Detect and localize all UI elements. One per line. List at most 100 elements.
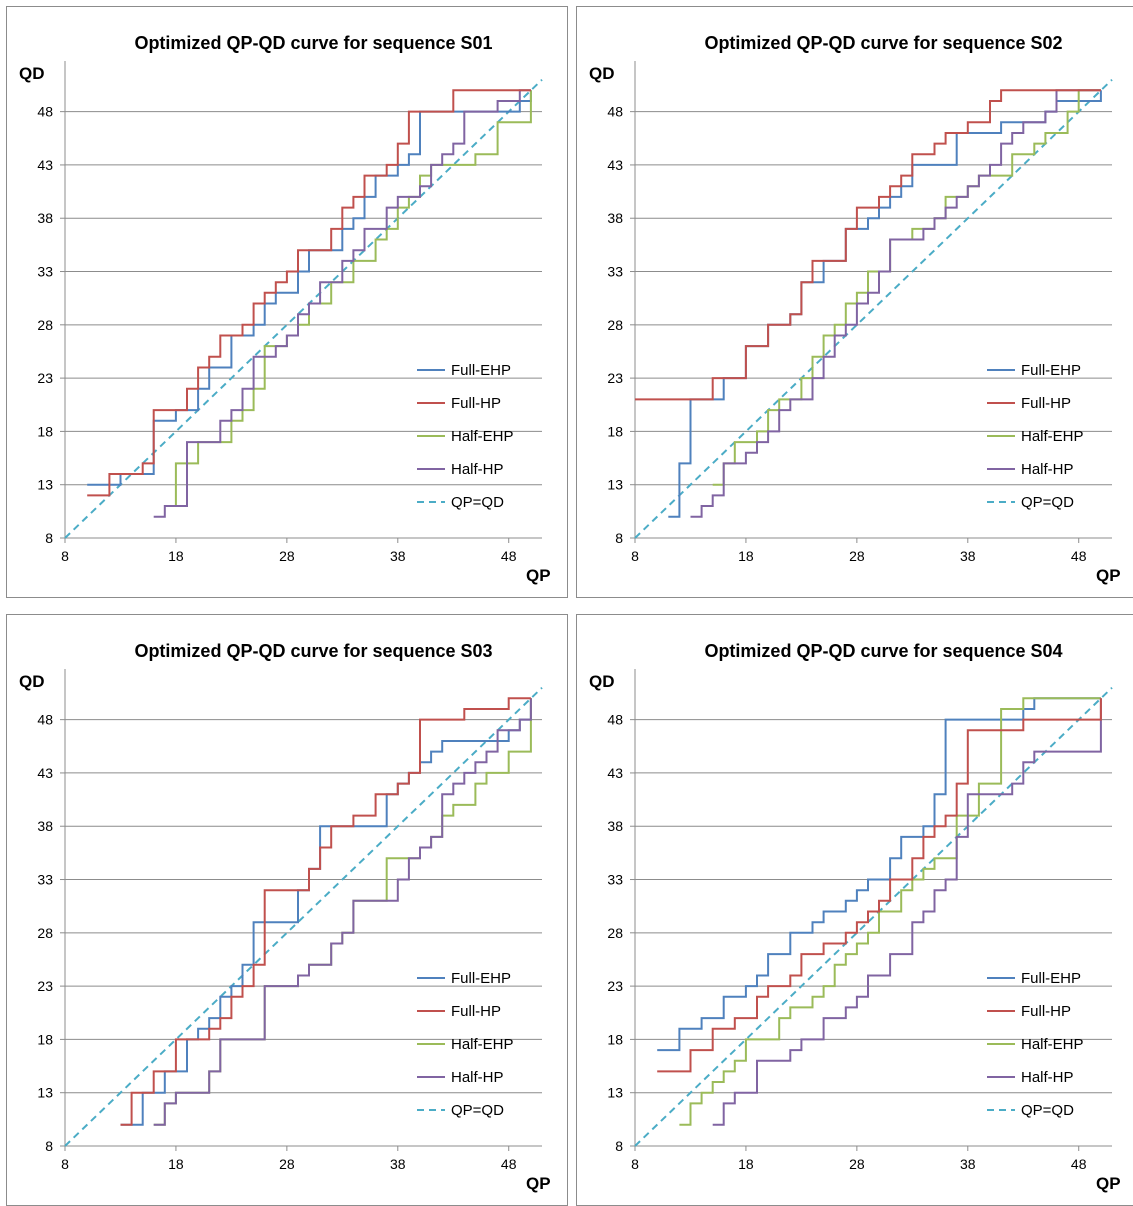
x-tick-label: 38	[960, 548, 976, 564]
y-tick-label: 43	[607, 157, 623, 173]
x-tick-label: 8	[61, 548, 69, 564]
legend: Full-EHP Full-HP Half-EHP Half-HP QP=QD	[987, 970, 1084, 1119]
y-tick-label: 18	[607, 423, 623, 439]
x-tick-label: 8	[631, 548, 639, 564]
y-tick-label: 13	[607, 477, 623, 493]
y-tick-label: 28	[607, 317, 623, 333]
x-tick-label: 18	[168, 548, 184, 564]
legend-label-full-ehp: Full-EHP	[451, 362, 511, 379]
y-tick-label: 23	[37, 370, 53, 386]
y-tick-label: 28	[37, 925, 53, 941]
legend-label-half-ehp: Half-EHP	[1021, 428, 1084, 445]
series-line-full-ehp	[120, 698, 532, 1126]
chart-s04: Optimized QP-QD curve for sequence S04 8 1…	[589, 641, 1121, 1193]
series-line-full-ehp	[668, 90, 1102, 518]
y-tick-label: 38	[37, 210, 53, 226]
chart-panel-s04: Optimized QP-QD curve for sequence S04 8 1…	[576, 614, 1133, 1206]
series-line-half-ehp	[712, 89, 1101, 486]
y-axis-title: QD	[19, 64, 45, 83]
y-tick-label: 8	[615, 1138, 623, 1154]
y-tick-label: 28	[607, 925, 623, 941]
legend: Full-EHP Full-HP Half-EHP Half-HP QP=QD	[417, 362, 514, 511]
x-tick-label: 38	[390, 1156, 406, 1172]
series-line-qp-qd	[64, 78, 543, 539]
y-tick-label: 18	[37, 423, 53, 439]
legend-label-half-hp: Half-HP	[451, 1069, 504, 1086]
legend: Full-EHP Full-HP Half-EHP Half-HP QP=QD	[987, 362, 1084, 511]
y-tick-label: 38	[607, 818, 623, 834]
y-tick-label: 48	[37, 104, 53, 120]
x-tick-label: 38	[390, 548, 406, 564]
legend-label-full-hp: Full-HP	[451, 395, 501, 412]
legend-label-full-ehp: Full-EHP	[1021, 362, 1081, 379]
x-tick-label: 38	[960, 1156, 976, 1172]
chart-title: Optimized QP-QD curve for sequence S04	[704, 641, 1062, 661]
chart-title: Optimized QP-QD curve for sequence S03	[134, 641, 492, 661]
chart-panel-s02: Optimized QP-QD curve for sequence S02 8 1…	[576, 6, 1133, 598]
legend-label-half-hp: Half-HP	[1021, 461, 1074, 478]
legend-label-full-ehp: Full-EHP	[451, 970, 511, 987]
y-tick-label: 13	[37, 477, 53, 493]
x-axis-title: QP	[526, 1174, 551, 1193]
chart-s01: Optimized QP-QD curve for sequence S01 8 1…	[19, 33, 551, 585]
y-tick-label: 43	[607, 765, 623, 781]
y-tick-label: 23	[607, 370, 623, 386]
x-axis-title: QP	[1096, 1174, 1121, 1193]
y-tick-label: 13	[607, 1085, 623, 1101]
series-line-half-hp	[153, 89, 531, 518]
y-tick-label: 13	[37, 1085, 53, 1101]
series-line-half-hp	[712, 698, 1102, 1126]
y-tick-label: 38	[607, 210, 623, 226]
series-line-half-ehp	[679, 697, 1101, 1126]
legend-label-half-hp: Half-HP	[451, 461, 504, 478]
y-tick-label: 8	[615, 530, 623, 546]
y-tick-label: 43	[37, 765, 53, 781]
legend-label-half-ehp: Half-EHP	[451, 428, 514, 445]
legend-label-half-ehp: Half-EHP	[1021, 1036, 1084, 1053]
x-tick-label: 8	[631, 1156, 639, 1172]
x-tick-label: 28	[849, 1156, 865, 1172]
legend-label-qp-qd: QP=QD	[451, 494, 504, 511]
y-tick-label: 43	[37, 157, 53, 173]
series-line-full-hp	[120, 697, 531, 1126]
x-tick-label: 18	[168, 1156, 184, 1172]
series-line-half-ehp	[153, 698, 532, 1126]
y-tick-label: 48	[607, 712, 623, 728]
chart-s03: Optimized QP-QD curve for sequence S03 8 1…	[19, 641, 551, 1193]
y-tick-label: 8	[45, 530, 53, 546]
x-tick-label: 48	[1071, 1156, 1087, 1172]
x-tick-label: 28	[849, 548, 865, 564]
legend-label-full-hp: Full-HP	[1021, 395, 1071, 412]
y-tick-label: 18	[607, 1031, 623, 1047]
series-line-half-ehp	[164, 90, 532, 507]
x-tick-label: 18	[738, 1156, 754, 1172]
y-tick-label: 38	[37, 818, 53, 834]
y-tick-label: 33	[37, 264, 53, 280]
y-tick-label: 23	[37, 978, 53, 994]
y-tick-label: 48	[37, 712, 53, 728]
y-tick-label: 33	[607, 872, 623, 888]
chart-panel-s03: Optimized QP-QD curve for sequence S03 8 1…	[6, 614, 568, 1206]
series-line-qp-qd	[634, 686, 1113, 1147]
legend-label-half-hp: Half-HP	[1021, 1069, 1074, 1086]
y-axis-title: QD	[589, 672, 615, 691]
legend: Full-EHP Full-HP Half-EHP Half-HP QP=QD	[417, 970, 514, 1119]
x-tick-label: 48	[1071, 548, 1087, 564]
series-line-full-hp	[87, 89, 531, 497]
y-axis-title: QD	[19, 672, 45, 691]
x-axis-title: QP	[526, 566, 551, 585]
legend-label-full-hp: Full-HP	[451, 1003, 501, 1020]
y-tick-label: 33	[37, 872, 53, 888]
chart-panel-s01: Optimized QP-QD curve for sequence S01 8 1…	[6, 6, 568, 598]
y-tick-label: 23	[607, 978, 623, 994]
legend-label-full-ehp: Full-EHP	[1021, 970, 1081, 987]
y-tick-label: 18	[37, 1031, 53, 1047]
chart-title: Optimized QP-QD curve for sequence S01	[134, 33, 492, 53]
x-tick-label: 28	[279, 548, 295, 564]
x-tick-label: 18	[738, 548, 754, 564]
x-tick-label: 28	[279, 1156, 295, 1172]
legend-label-half-ehp: Half-EHP	[451, 1036, 514, 1053]
chart-title: Optimized QP-QD curve for sequence S02	[704, 33, 1062, 53]
legend-label-qp-qd: QP=QD	[451, 1102, 504, 1119]
series-line-full-hp	[657, 698, 1102, 1073]
